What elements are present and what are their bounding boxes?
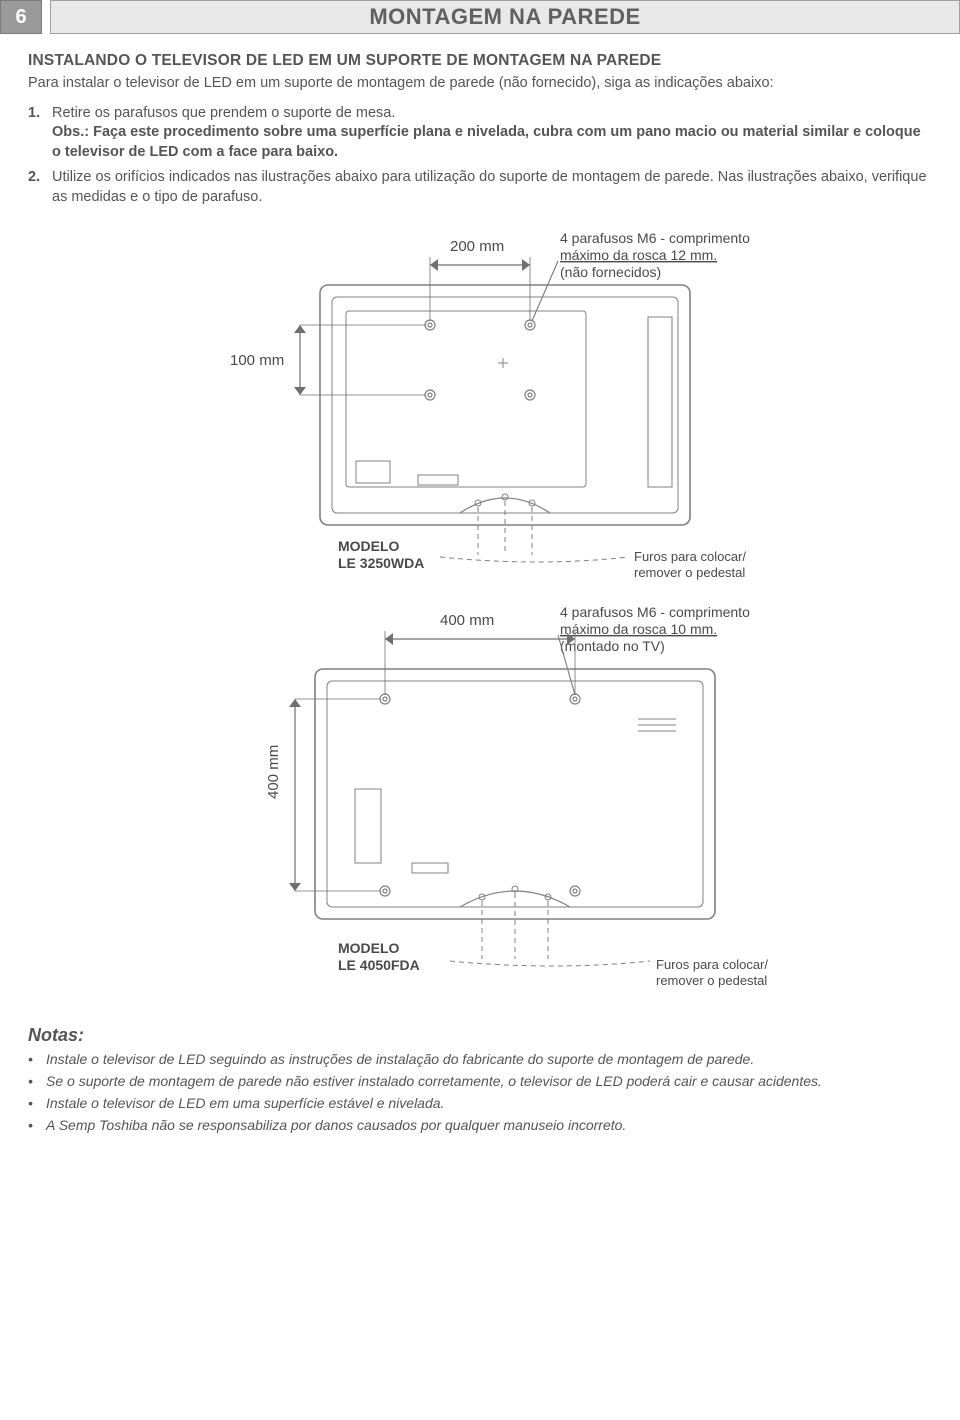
diagram-2: 4 parafusos M6 - comprimento máximo da r…: [28, 599, 932, 999]
note-item: •Instale o televisor de LED seguindo as …: [28, 1050, 932, 1069]
step-text: Retire os parafusos que prendem o suport…: [52, 104, 932, 163]
intro-text: Para instalar o televisor de LED em um s…: [28, 74, 932, 94]
page-number-badge: 6: [0, 0, 42, 34]
step-number: 2.: [28, 168, 46, 207]
tv-back-diagram-2: 4 parafusos M6 - comprimento máximo da r…: [160, 599, 800, 999]
diagram2-note2: máximo da rosca 10 mm.: [560, 621, 717, 637]
tv-back-diagram-1: 4 parafusos M6 - comprimento máximo da r…: [160, 225, 800, 585]
diagram1-model-label: MODELO: [338, 538, 400, 554]
diagram2-note1: 4 parafusos M6 - comprimento: [560, 604, 750, 620]
step-2: 2. Utilize os orifícios indicados nas il…: [28, 168, 932, 207]
note-item: •Se o suporte de montagem de parede não …: [28, 1072, 932, 1091]
step-1: 1. Retire os parafusos que prendem o sup…: [28, 104, 932, 163]
diagram1-width-label: 200 mm: [450, 238, 504, 255]
note-item: •A Semp Toshiba não se responsabiliza po…: [28, 1116, 932, 1135]
step-1-line: Retire os parafusos que prendem o suport…: [52, 105, 395, 121]
diagram2-model-value: LE 4050FDA: [338, 957, 420, 973]
diagram1-note3: (não fornecidos): [560, 264, 661, 280]
page-title: MONTAGEM NA PAREDE: [50, 0, 960, 34]
diagram1-pedestal2: remover o pedestal: [634, 565, 745, 580]
note-text: Se o suporte de montagem de parede não e…: [46, 1072, 822, 1091]
notes-title: Notas:: [28, 1025, 932, 1046]
diagram2-model-label: MODELO: [338, 940, 400, 956]
diagram1-note1: 4 parafusos M6 - comprimento: [560, 230, 750, 246]
step-1-obs: Obs.: Faça este procedimento sobre uma s…: [52, 124, 921, 160]
notes-block: Notas: •Instale o televisor de LED segui…: [0, 1025, 960, 1135]
diagram1-pedestal1: Furos para colocar/: [634, 549, 746, 564]
mount-holes: [425, 320, 535, 400]
header-row: 6 MONTAGEM NA PAREDE: [0, 0, 960, 34]
steps-list: 1. Retire os parafusos que prendem o sup…: [28, 104, 932, 208]
diagram2-height-label: 400 mm: [265, 745, 282, 799]
diagram2-pedestal2: remover o pedestal: [656, 973, 767, 988]
diagram2-width-label: 400 mm: [440, 612, 494, 629]
diagram2-pedestal1: Furos para colocar/: [656, 957, 768, 972]
note-text: Instale o televisor de LED em uma superf…: [46, 1094, 444, 1113]
diagram2-note3: (montado no TV): [560, 638, 665, 654]
step-number: 1.: [28, 104, 46, 163]
content: INSTALANDO O TELEVISOR DE LED EM UM SUPO…: [0, 34, 960, 999]
step-text: Utilize os orifícios indicados nas ilust…: [52, 168, 932, 207]
diagram1-height-label: 100 mm: [230, 352, 284, 369]
note-item: •Instale o televisor de LED em uma super…: [28, 1094, 932, 1113]
diagram-1: 4 parafusos M6 - comprimento máximo da r…: [28, 225, 932, 585]
diagram1-model-value: LE 3250WDA: [338, 555, 424, 571]
diagram1-note2: máximo da rosca 12 mm.: [560, 247, 717, 263]
note-text: Instale o televisor de LED seguindo as i…: [46, 1050, 754, 1069]
section-subhead: INSTALANDO O TELEVISOR DE LED EM UM SUPO…: [28, 52, 932, 70]
note-text: A Semp Toshiba não se responsabiliza por…: [46, 1116, 626, 1135]
